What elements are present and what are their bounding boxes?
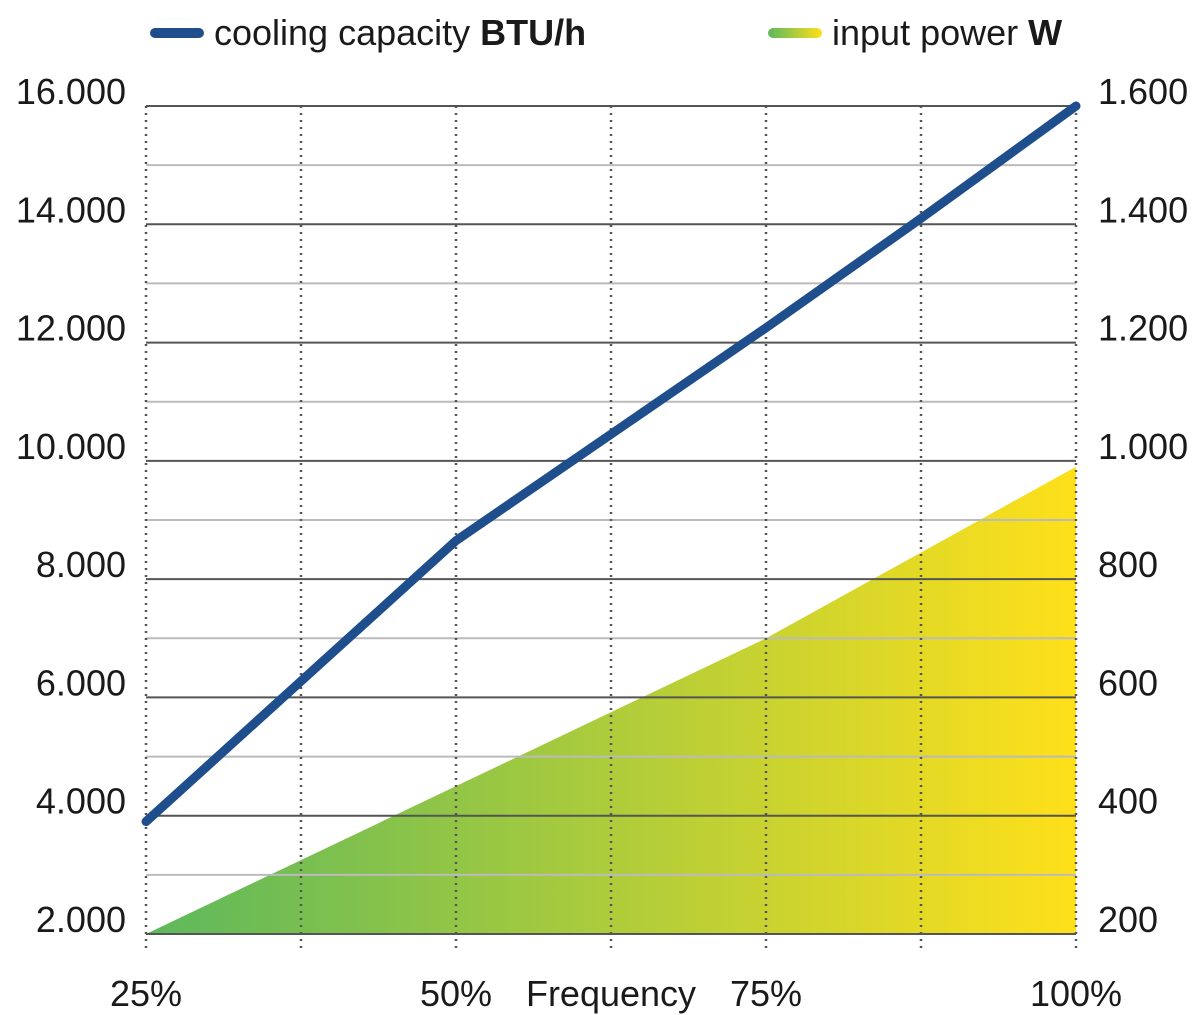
- cooling-capacity-line: [141, 101, 1081, 827]
- cooling-capacity-line-group: [141, 101, 1081, 827]
- tick-labels-group: 2.000 4.000 6.000 8.000 10.000 12.000 14.000 16…: [16, 71, 1188, 1014]
- legend-item-cooling-capacity: cooling capacity BTU/h: [150, 12, 586, 54]
- left-axis-tick-label: 12.000: [16, 308, 126, 349]
- legend-unit-capacity: BTU/h: [480, 12, 587, 53]
- right-axis-tick-label: 400: [1098, 781, 1158, 822]
- left-axis-tick-label: 10.000: [16, 426, 126, 467]
- right-axis-tick-label: 1.600: [1098, 71, 1188, 112]
- left-axis-tick-label: 8.000: [36, 544, 126, 585]
- right-axis-tick-label: 1.000: [1098, 426, 1188, 467]
- right-axis-tick-label: 200: [1098, 899, 1158, 940]
- x-axis-tick-label: 75%: [730, 973, 802, 1014]
- x-axis-tick-label: 100%: [1030, 973, 1122, 1014]
- right-axis-tick-label: 600: [1098, 662, 1158, 703]
- input-power-area: [146, 466, 1076, 934]
- left-axis-tick-label: 16.000: [16, 71, 126, 112]
- x-axis-tick-label: 25%: [110, 973, 182, 1014]
- grid-group: [144, 105, 1078, 948]
- x-axis-label: Frequency: [526, 973, 696, 1014]
- right-axis-tick-label: 800: [1098, 544, 1158, 585]
- legend-unit-power: W: [1028, 12, 1063, 53]
- x-axis-tick-label: 50%: [420, 973, 492, 1014]
- input-power-area-group: [146, 466, 1076, 934]
- left-axis-tick-label: 4.000: [36, 781, 126, 822]
- legend-swatch-power: [768, 28, 822, 38]
- left-axis-tick-label: 14.000: [16, 189, 126, 230]
- legend-item-input-power: input power W: [768, 12, 1062, 54]
- legend-swatch-capacity: [150, 28, 204, 38]
- legend-label-capacity: cooling capacity: [214, 12, 471, 53]
- left-axis-tick-label: 2.000: [36, 899, 126, 940]
- right-axis-tick-label: 1.200: [1098, 308, 1188, 349]
- legend-label-power: input power: [832, 12, 1019, 53]
- right-axis-tick-label: 1.400: [1098, 189, 1188, 230]
- left-axis-tick-label: 6.000: [36, 662, 126, 703]
